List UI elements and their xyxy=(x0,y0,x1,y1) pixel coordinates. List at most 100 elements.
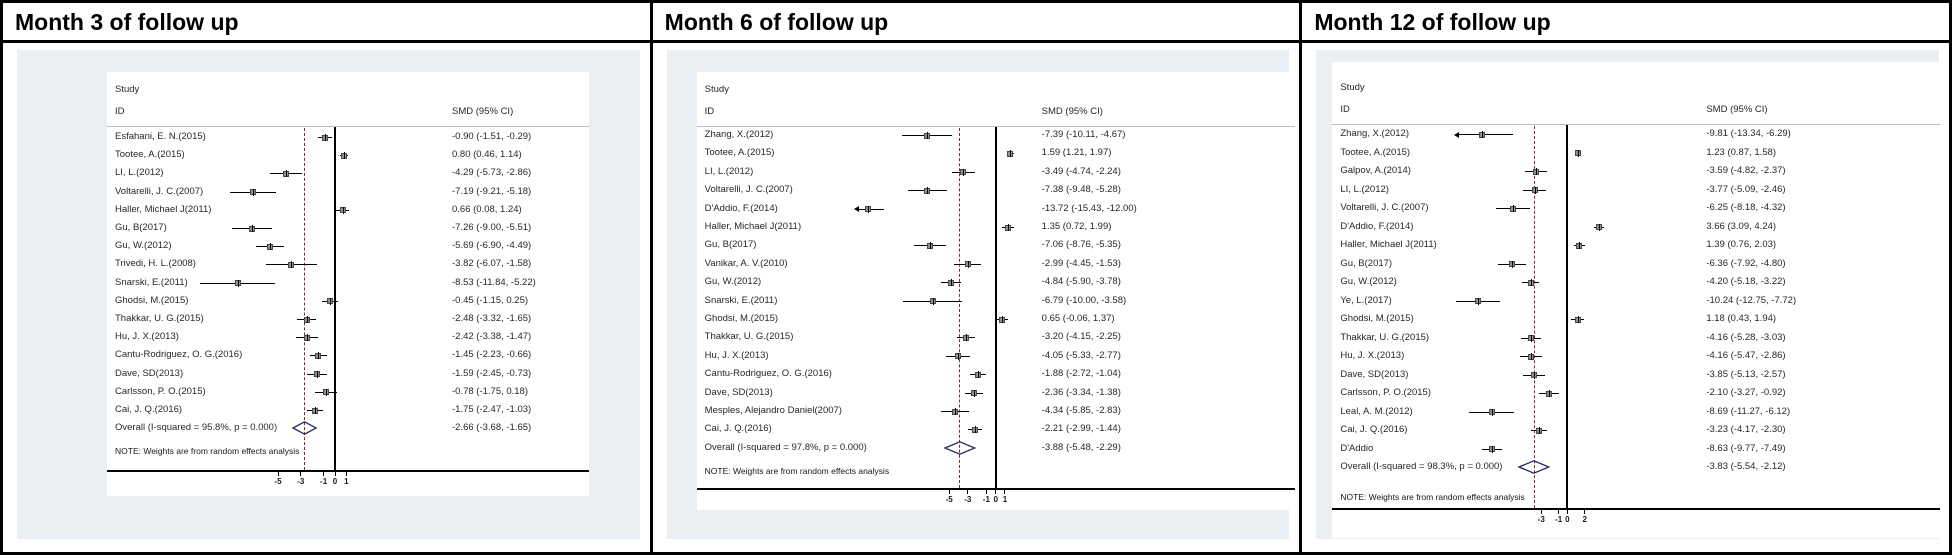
point-marker-tick xyxy=(316,370,318,378)
study-row-label: Esfahani, E. N.(2015) xyxy=(115,131,206,142)
column-header-smd: SMD (95% CI) xyxy=(1041,106,1103,117)
column-header-id: ID xyxy=(704,106,715,117)
study-row-label: Galpov, A.(2014) xyxy=(1340,165,1411,176)
study-row-label: Haller, Michael J(2011) xyxy=(1340,239,1437,250)
header-separator xyxy=(107,126,589,127)
panel-body: Study ID SMD (95% CI) NOTE: Weights are … xyxy=(3,43,650,552)
study-row-ci-value: -9.81 (-13.34, -6.29) xyxy=(1706,128,1791,139)
overall-diamond xyxy=(943,440,977,455)
point-marker-tick xyxy=(342,206,344,214)
point-marker-tick xyxy=(1534,186,1536,194)
point-marker-tick xyxy=(1577,316,1579,323)
study-row-ci-value: -0.45 (-1.15, 0.25) xyxy=(452,294,529,306)
study-row-label: Tootee, A.(2015) xyxy=(704,147,775,159)
study-row-ci-value: 1.18 (0.43, 1.94) xyxy=(1706,313,1777,324)
header-separator xyxy=(1332,124,1941,125)
axis-tick xyxy=(1558,510,1560,514)
axis-tick xyxy=(1566,510,1568,514)
study-row-ci-value: -2.48 (-3.32, -1.65) xyxy=(452,313,532,324)
study-row-label: LI, L.(2012) xyxy=(704,165,754,177)
study-row-label: D'Addio xyxy=(1340,442,1374,454)
axis-tick-label: 0 xyxy=(993,495,998,504)
point-marker-tick xyxy=(1549,390,1551,397)
study-row-label: Ye, L.(2017) xyxy=(1340,294,1392,306)
study-row-ci-value: -1.59 (-2.45, -0.73) xyxy=(452,367,532,379)
study-row-label: Hu, J. X.(2013) xyxy=(1340,350,1405,361)
study-row-label: Leal, A. M.(2012) xyxy=(1340,405,1413,417)
study-row-ci-value: -2.21 (-2.99, -1.44) xyxy=(1041,423,1121,435)
study-row-ci-value: -1.45 (-2.23, -0.66) xyxy=(452,349,532,361)
point-marker-tick xyxy=(326,388,328,396)
zero-line xyxy=(994,127,997,490)
axis-tick-label: -5 xyxy=(945,495,953,504)
point-marker-tick xyxy=(973,389,975,397)
study-row-label: Tootee, A.(2015) xyxy=(1340,146,1411,158)
study-row-label: Thakkar, U. G.(2015) xyxy=(704,331,794,343)
overall-row-label: Overall (I-squared = 97.8%, p = 0.000) xyxy=(704,441,867,453)
point-marker-tick xyxy=(315,407,317,414)
point-marker-tick xyxy=(950,279,952,287)
axis-tick-label: -1 xyxy=(1555,515,1563,524)
point-marker-tick xyxy=(1491,408,1493,416)
study-row-ci-value: -2.42 (-3.38, -1.47) xyxy=(452,331,532,343)
note-text: NOTE: Weights are from random effects an… xyxy=(1340,492,1525,502)
study-row-ci-value: 1.35 (0.72, 1.99) xyxy=(1041,221,1112,232)
study-row-ci-value: -3.77 (-5.09, -2.46) xyxy=(1706,183,1786,195)
overall-diamond xyxy=(1517,460,1551,474)
study-row-label: Cai, J. Q.(2016) xyxy=(115,404,183,415)
point-marker-tick xyxy=(307,334,309,342)
point-marker-tick xyxy=(1481,131,1483,138)
point-marker-tick xyxy=(978,371,980,379)
study-row-ci-value: 1.23 (0.87, 1.58) xyxy=(1706,146,1777,158)
point-marker-tick xyxy=(286,170,288,178)
point-marker-tick xyxy=(1579,242,1581,249)
study-row-label: Carlsson, P. O.(2015) xyxy=(1340,387,1431,398)
axis-tick-label: -1 xyxy=(320,477,328,486)
study-row-ci-value: -6.25 (-8.18, -4.32) xyxy=(1706,202,1786,213)
point-marker-tick xyxy=(926,132,928,139)
column-header-study: Study xyxy=(704,84,729,95)
study-row-label: Mesples, Alejandro Daniel(2007) xyxy=(704,405,842,416)
panel-body: Study ID SMD (95% CI) NOTE: Weights are … xyxy=(1302,43,1950,552)
point-marker-tick xyxy=(291,261,293,269)
study-row-ci-value: -4.16 (-5.28, -3.03) xyxy=(1706,331,1786,343)
axis-tick-label: -3 xyxy=(297,477,305,486)
study-row-label: Tootee, A.(2015) xyxy=(115,149,185,161)
axis-line xyxy=(696,488,1295,490)
point-marker-tick xyxy=(1578,149,1580,157)
study-row-ci-value: -3.59 (-4.82, -2.37) xyxy=(1706,165,1786,176)
study-row-label: D'Addio, F.(2014) xyxy=(704,202,778,214)
point-marker-tick xyxy=(324,134,326,141)
axis-tick xyxy=(1004,490,1006,494)
study-row-label: Snarski, E.(2011) xyxy=(704,294,778,306)
study-row-ci-value: -4.16 (-5.47, -2.86) xyxy=(1706,350,1786,361)
axis-tick-label: -3 xyxy=(964,495,972,504)
axis-tick xyxy=(345,472,347,476)
point-marker-tick xyxy=(1530,279,1532,286)
study-row-label: Hu, J. X.(2013) xyxy=(704,349,769,361)
point-marker-tick xyxy=(958,352,959,360)
plot-background: Study ID SMD (95% CI) NOTE: Weights are … xyxy=(17,50,640,539)
note-text: NOTE: Weights are from random effects an… xyxy=(704,466,890,476)
axis-tick xyxy=(967,490,969,494)
study-row-ci-value: 1.59 (1.21, 1.97) xyxy=(1041,147,1112,159)
zero-line xyxy=(1566,125,1569,510)
column-header-smd: SMD (95% CI) xyxy=(452,106,514,117)
point-marker-tick xyxy=(967,260,969,268)
study-row-label: Cai, J. Q.(2016) xyxy=(704,423,772,435)
overall-row-ci-value: -3.88 (-5.48, -2.29) xyxy=(1041,441,1121,453)
study-row-label: Ghodsi, M.(2015) xyxy=(115,294,189,306)
axis-tick xyxy=(985,490,987,494)
point-marker-tick xyxy=(1536,168,1538,175)
point-marker-tick xyxy=(868,205,870,213)
study-row-ci-value: 1.39 (0.76, 2.03) xyxy=(1706,239,1777,250)
axis-tick-label: -3 xyxy=(1537,515,1545,524)
axis-tick xyxy=(277,472,279,476)
overall-dashed-line xyxy=(959,128,961,488)
panel-month-12: Month 12 of follow up Study ID SMD (95% … xyxy=(1302,3,1950,552)
study-row-ci-value: 3.66 (3.09, 4.24) xyxy=(1706,220,1777,232)
axis-tick-label: 1 xyxy=(1002,495,1008,504)
study-row-ci-value: -4.34 (-5.85, -2.83) xyxy=(1041,405,1121,416)
point-marker-tick xyxy=(932,297,934,305)
study-row-label: Haller, Michael J(2011) xyxy=(704,221,802,232)
